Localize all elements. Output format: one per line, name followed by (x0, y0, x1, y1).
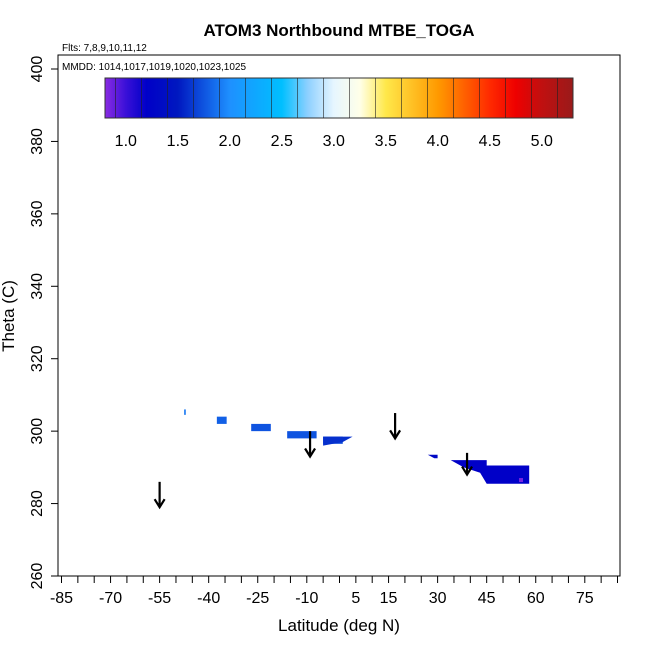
colorbar-tick-label: 1.5 (167, 133, 189, 150)
x-tick-label: 15 (380, 590, 398, 607)
y-tick-label: 280 (29, 490, 46, 517)
x-tick-label: -55 (148, 590, 171, 607)
y-tick-label: 400 (29, 56, 46, 83)
flight-arrow (389, 413, 402, 441)
x-tick-label: -10 (295, 590, 318, 607)
x-tick-label: 75 (576, 590, 594, 607)
x-tick-label: -85 (50, 590, 73, 607)
x-tick-label: 5 (351, 590, 360, 607)
x-axis-label: Latitude (deg N) (278, 616, 400, 635)
arrow-head (153, 498, 166, 510)
flights-label: Flts: 7,8,9,10,11,12 (62, 43, 147, 54)
flight-arrow (304, 431, 316, 459)
data-region (427, 454, 438, 459)
data-cell (216, 416, 227, 424)
colorbar-ticks (115, 78, 558, 118)
colorbar-tick-label: 5.0 (531, 133, 553, 150)
x-tick-label: -40 (197, 590, 220, 607)
y-tick-label: 380 (29, 128, 46, 155)
x-axis: -85 -70 -55 -40 -25 -10 5 15 30 45 60 75 (50, 576, 618, 607)
flight-arrow (153, 481, 166, 510)
y-tick-label: 300 (29, 418, 46, 445)
y-tick-label: 360 (29, 200, 46, 227)
arrow-head (389, 429, 402, 441)
arrow-head (461, 466, 473, 477)
x-tick-label: 45 (478, 590, 496, 607)
y-axis-label: Theta (C) (0, 280, 18, 352)
colorbar-tick-label: 2.5 (271, 133, 293, 150)
data-region (450, 460, 530, 484)
colorbar-gradient (104, 77, 574, 119)
y-axis: 260 280 300 320 340 360 380 400 (29, 56, 58, 590)
colorbar-tick-label: 4.0 (427, 133, 449, 150)
colorbar-tick-label: 1.0 (115, 133, 137, 150)
x-tick-label: 30 (429, 590, 447, 607)
colorbar-labels: 1.0 1.5 2.0 2.5 3.0 3.5 4.0 4.5 5.0 (115, 133, 553, 150)
colorbar-tick-label: 3.0 (323, 133, 345, 150)
chart-title: ATOM3 Northbound MTBE_TOGA (203, 21, 474, 40)
colorbar-tick-label: 2.0 (219, 133, 241, 150)
x-tick-label: 60 (527, 590, 545, 607)
y-tick-label: 320 (29, 345, 46, 372)
colorbar-tick-label: 3.5 (375, 133, 397, 150)
dates-label: MMDD: 1014,1017,1019,1020,1023,1025 (62, 62, 246, 73)
x-tick-label: -70 (99, 590, 122, 607)
data-cell (184, 409, 186, 415)
data-layer (153, 409, 530, 510)
data-point (519, 478, 524, 483)
data-cell (251, 423, 271, 432)
y-tick-label: 260 (29, 563, 46, 590)
x-tick-label: -25 (246, 590, 269, 607)
colorbar: 1.0 1.5 2.0 2.5 3.0 3.5 4.0 4.5 5.0 (104, 77, 574, 150)
flight-arrow (461, 452, 473, 477)
colorbar-tick-label: 4.5 (479, 133, 501, 150)
arrow-head (304, 447, 316, 459)
data-cell (287, 431, 317, 439)
y-tick-label: 340 (29, 273, 46, 300)
data-region (323, 436, 353, 446)
